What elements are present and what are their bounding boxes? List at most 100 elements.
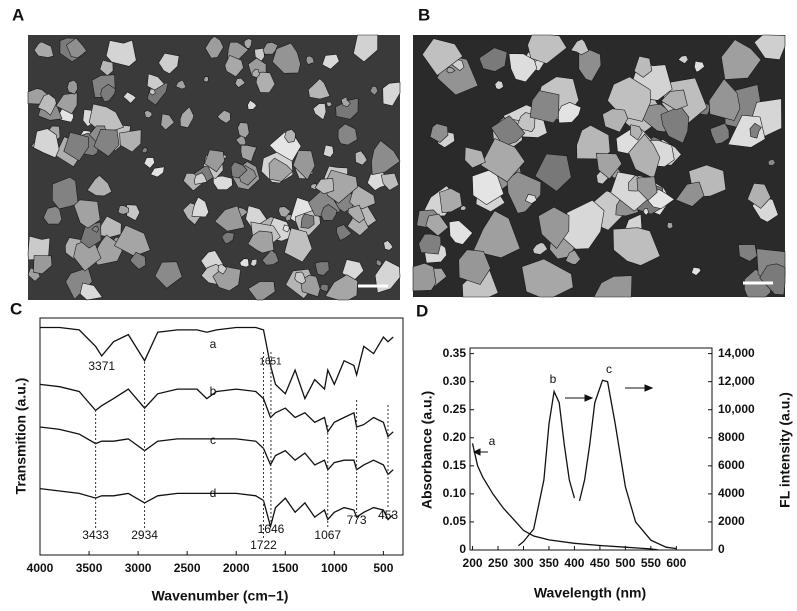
x-tick-label: 200 <box>463 556 483 570</box>
particle <box>636 176 658 201</box>
particle <box>239 258 250 268</box>
particle <box>319 283 329 293</box>
x-axis-label: Wavenumber (cm−1) <box>152 588 289 604</box>
x-tick-label: 2000 <box>223 561 250 575</box>
x-tick-label: 500 <box>373 561 393 575</box>
particle <box>349 184 376 210</box>
peak-label: 2934 <box>131 528 158 542</box>
particle <box>340 96 351 108</box>
particle <box>421 38 464 76</box>
particle <box>355 150 368 166</box>
particle <box>633 55 653 78</box>
x-tick-label: 1000 <box>321 561 348 575</box>
particle <box>337 123 358 146</box>
x-tick-label: 500 <box>615 556 635 570</box>
y-axis-label: Absorbance (a.u.) <box>419 391 435 509</box>
particle <box>284 227 313 263</box>
y-tick-label: 0.05 <box>443 514 467 528</box>
particle <box>262 41 279 55</box>
particle <box>602 108 629 133</box>
particle <box>79 282 103 301</box>
particle <box>191 196 210 218</box>
peak-label: 3433 <box>82 528 109 542</box>
y2-axis-label: FL intensity (a.u.) <box>777 392 793 508</box>
series-line <box>39 487 394 530</box>
particle <box>65 267 93 300</box>
y2-tick-label: 8000 <box>718 430 745 444</box>
particle <box>175 79 187 90</box>
particle <box>322 144 334 158</box>
particle <box>51 176 79 210</box>
particle <box>490 115 526 147</box>
x-tick-label: 4000 <box>27 561 54 575</box>
particle <box>383 240 394 251</box>
x-tick-label: 3000 <box>125 561 152 575</box>
particle <box>129 251 146 270</box>
particle <box>212 175 233 190</box>
series-label: b <box>550 372 557 386</box>
particle <box>675 181 705 207</box>
particle <box>478 47 508 72</box>
x-tick-label: 1500 <box>272 561 299 575</box>
y2-tick-label: 0 <box>718 542 725 556</box>
particle <box>336 224 353 241</box>
particle <box>642 208 649 216</box>
series-line <box>39 426 394 476</box>
particle <box>247 99 257 110</box>
particle <box>472 210 521 259</box>
particle <box>557 101 582 124</box>
x-tick-label: 400 <box>564 556 584 570</box>
particle <box>521 258 574 298</box>
x-tick-label: 250 <box>488 556 508 570</box>
particle <box>292 150 316 181</box>
particle <box>738 244 758 262</box>
particle <box>294 271 307 285</box>
particle <box>593 275 633 298</box>
particle <box>73 199 101 229</box>
particle <box>660 106 690 144</box>
particle <box>508 53 538 83</box>
particle <box>144 109 153 119</box>
series-label: a <box>489 434 496 448</box>
particle <box>214 205 246 232</box>
particle <box>221 231 235 245</box>
series-label: a <box>210 337 217 351</box>
x-tick-label: 450 <box>590 556 610 570</box>
plot-frame <box>469 347 713 551</box>
series-label: d <box>210 486 217 500</box>
particle <box>709 122 730 145</box>
series-line <box>578 379 677 550</box>
particle <box>86 175 113 197</box>
x-tick-label: 3500 <box>76 561 103 575</box>
y2-tick-label: 14,000 <box>718 346 755 360</box>
x-tick-label: 550 <box>641 556 661 570</box>
particle <box>375 259 383 267</box>
peak-label: 773 <box>347 513 367 527</box>
x-tick-label: 350 <box>539 556 559 570</box>
series-label: c <box>210 433 216 447</box>
particle <box>66 37 88 59</box>
particle <box>234 77 246 88</box>
series-line <box>39 383 394 438</box>
x-tick-label: 600 <box>666 556 686 570</box>
particle <box>693 60 705 73</box>
particle <box>691 266 702 276</box>
y-axis-label: Transmition (a.u.) <box>13 378 29 495</box>
particle <box>146 73 165 91</box>
particle <box>629 124 643 141</box>
particle <box>353 34 379 63</box>
particle <box>247 230 275 254</box>
particle <box>284 128 296 143</box>
particle <box>720 39 762 80</box>
particle <box>418 233 442 255</box>
particle <box>250 258 258 267</box>
y-tick-label: 0.35 <box>443 346 467 360</box>
particle <box>247 281 276 301</box>
particle <box>753 34 786 61</box>
particle <box>749 122 762 139</box>
particle <box>193 172 208 185</box>
particle <box>117 205 130 215</box>
panel-label: A <box>12 5 24 24</box>
particle <box>458 249 491 285</box>
particle <box>767 158 776 166</box>
